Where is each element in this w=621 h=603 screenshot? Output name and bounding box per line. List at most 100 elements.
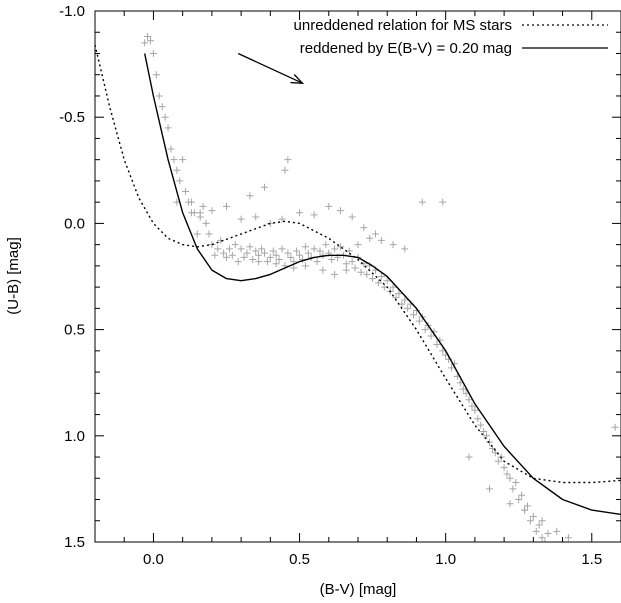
star-point — [433, 340, 441, 348]
star-point — [316, 247, 324, 255]
y-tick-label: 0.0 — [64, 215, 85, 232]
star-point — [278, 215, 286, 223]
star-point — [401, 296, 409, 304]
star-point — [532, 527, 540, 535]
star-point — [293, 247, 301, 255]
star-point — [187, 198, 195, 206]
star-point — [240, 253, 248, 261]
star-point — [155, 92, 163, 100]
star-point — [214, 245, 222, 253]
star-point — [374, 279, 382, 287]
star-point — [313, 258, 321, 266]
y-tick-label: 0.5 — [64, 322, 85, 339]
axis-tick-labels: 0.0 0.5 1.0 1.5 -1.0 -0.5 0.0 0.5 1.0 1.5 — [59, 3, 602, 568]
star-point — [144, 32, 152, 40]
star-point — [342, 260, 350, 268]
star-point — [448, 364, 456, 372]
star-point — [237, 245, 245, 253]
star-point — [526, 517, 534, 525]
star-point — [383, 277, 391, 285]
legend-label-unreddened: unreddened relation for MS stars — [294, 17, 512, 34]
reddening-arrow-shaft — [237, 52, 303, 84]
star-point — [167, 145, 175, 153]
star-point — [284, 156, 292, 164]
star-point — [404, 304, 412, 312]
star-point — [260, 249, 268, 257]
star-point — [319, 266, 327, 274]
x-tick-label: 0.0 — [143, 551, 164, 568]
star-point — [480, 428, 488, 436]
star-point — [357, 268, 365, 276]
star-point — [290, 264, 298, 272]
star-point — [529, 513, 537, 521]
star-point — [266, 253, 274, 261]
star-point — [202, 219, 210, 227]
star-point — [249, 256, 257, 264]
star-point — [243, 249, 251, 257]
star-point — [255, 251, 263, 259]
star-point — [535, 521, 543, 529]
star-point — [287, 253, 295, 261]
star-point — [523, 502, 531, 510]
y-tick-label: 1.0 — [64, 428, 85, 445]
star-point — [427, 332, 435, 340]
y-axis-label: (U-B) [mag] — [5, 237, 22, 315]
star-point — [223, 253, 230, 261]
star-point — [538, 534, 546, 542]
star-point — [310, 245, 318, 253]
star-point — [296, 209, 304, 217]
star-point — [252, 213, 260, 221]
star-point — [336, 207, 344, 215]
star-point — [474, 415, 482, 423]
star-point — [208, 207, 216, 215]
star-point — [553, 527, 561, 535]
star-point — [211, 251, 219, 259]
star-point — [252, 247, 260, 255]
star-point — [515, 496, 523, 504]
star-point — [199, 202, 207, 210]
star-point — [246, 243, 254, 251]
star-point — [377, 273, 385, 280]
star-point — [179, 156, 187, 164]
x-tick-label: 1.5 — [581, 551, 602, 568]
star-point — [301, 243, 309, 251]
star-point — [360, 224, 368, 232]
star-point — [231, 241, 239, 249]
star-point — [205, 230, 213, 238]
star-point — [500, 464, 508, 472]
y-tick-label: -1.0 — [59, 3, 85, 20]
reddened-relation-line — [144, 53, 621, 516]
star-point — [258, 245, 266, 253]
star-point — [281, 166, 289, 174]
star-point — [521, 506, 529, 514]
star-point — [182, 188, 190, 196]
star-point — [220, 249, 228, 257]
star-point — [410, 311, 418, 319]
star-point — [336, 243, 344, 251]
star-point — [301, 262, 309, 270]
star-point — [439, 198, 447, 206]
star-point — [512, 479, 520, 487]
star-point — [477, 421, 485, 429]
star-point — [275, 256, 283, 264]
star-point — [269, 247, 277, 255]
star-point — [255, 258, 263, 266]
star-point — [538, 517, 546, 525]
star-point — [234, 258, 242, 266]
star-point — [494, 457, 502, 465]
star-point — [611, 423, 619, 431]
star-point — [158, 103, 166, 111]
star-point — [237, 215, 245, 223]
y-tick-label: 1.5 — [64, 534, 85, 551]
star-point — [272, 260, 280, 268]
star-point — [164, 124, 172, 132]
star-point — [266, 219, 274, 227]
y-tick-label: -0.5 — [59, 109, 85, 126]
star-point — [310, 211, 318, 219]
star-point — [263, 258, 271, 266]
star-point — [304, 249, 312, 257]
axis-ticks — [95, 10, 621, 543]
star-point — [348, 258, 356, 266]
